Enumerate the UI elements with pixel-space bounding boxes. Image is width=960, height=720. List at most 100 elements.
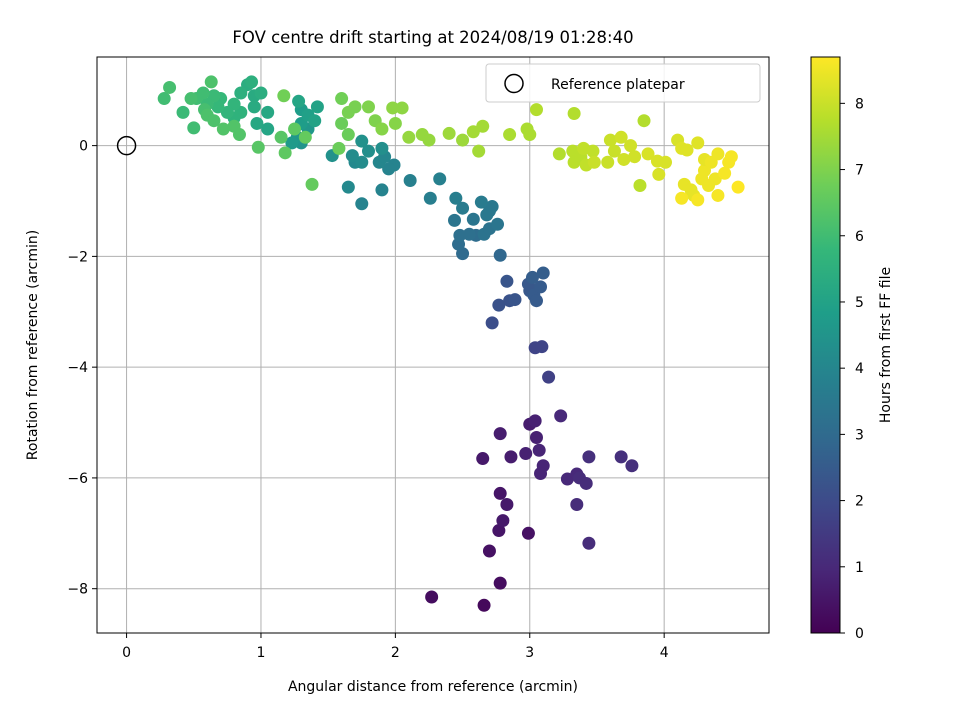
data-point xyxy=(422,133,436,147)
x-tick-label: 1 xyxy=(257,645,266,661)
y-tick-label: −6 xyxy=(67,471,88,487)
data-point xyxy=(274,130,288,144)
data-point xyxy=(348,100,362,114)
colorbar-tick-label: 4 xyxy=(855,361,864,377)
data-point xyxy=(579,476,593,490)
x-tick-label: 2 xyxy=(391,645,400,661)
data-point xyxy=(433,172,447,186)
data-point xyxy=(278,146,292,160)
data-point xyxy=(442,126,456,140)
data-point xyxy=(355,197,369,211)
data-point xyxy=(361,144,375,158)
colorbar-tick-label: 0 xyxy=(855,626,864,642)
data-point xyxy=(542,370,556,384)
data-point xyxy=(298,130,312,144)
data-point xyxy=(614,130,628,144)
data-point xyxy=(536,266,550,280)
data-point xyxy=(603,133,617,147)
data-point xyxy=(718,166,732,180)
data-point xyxy=(335,92,349,106)
data-point xyxy=(335,116,349,130)
data-point xyxy=(466,125,480,139)
data-point xyxy=(532,443,546,457)
data-point xyxy=(587,155,601,169)
data-point xyxy=(607,144,621,158)
data-point xyxy=(176,105,190,119)
data-point xyxy=(472,144,486,158)
data-point xyxy=(503,128,517,142)
y-tick-label: −4 xyxy=(67,360,88,376)
data-point xyxy=(220,105,234,119)
data-point xyxy=(466,212,480,226)
data-point xyxy=(625,459,639,473)
y-tick-label: −2 xyxy=(67,249,88,265)
chart-title: FOV centre drift starting at 2024/08/19 … xyxy=(232,28,633,47)
x-axis-label: Angular distance from reference (arcmin) xyxy=(288,679,578,695)
data-point xyxy=(633,178,647,192)
legend-marker xyxy=(504,73,524,94)
data-point xyxy=(614,450,628,464)
y-axis-ticks: −8 −6 −4 −2 0 xyxy=(67,139,97,598)
colorbar-ticks: 0 1 2 3 4 5 6 7 8 xyxy=(840,96,864,642)
legend: Reference platepar xyxy=(485,63,761,103)
y-axis-label: Rotation from reference (arcmin) xyxy=(25,230,41,460)
data-point xyxy=(680,143,694,157)
data-point xyxy=(395,101,409,115)
x-tick-label: 4 xyxy=(660,645,669,661)
data-point xyxy=(731,180,745,194)
data-point xyxy=(493,486,507,500)
data-point xyxy=(232,128,246,142)
data-point xyxy=(247,100,261,114)
colorbar-gradient xyxy=(810,56,841,634)
data-points xyxy=(157,75,745,612)
data-point xyxy=(285,136,299,150)
data-point xyxy=(245,75,259,89)
data-point xyxy=(492,524,506,538)
data-point xyxy=(525,270,539,284)
data-point xyxy=(500,274,514,288)
data-point xyxy=(261,105,275,119)
data-point xyxy=(474,195,488,209)
data-point xyxy=(708,172,722,186)
data-point xyxy=(341,180,355,194)
data-point xyxy=(456,201,470,215)
reference-platepar-point xyxy=(116,135,137,156)
data-point xyxy=(529,103,543,117)
data-point xyxy=(493,248,507,262)
y-tick-label: −8 xyxy=(67,582,88,598)
data-point xyxy=(492,298,506,312)
data-point xyxy=(345,149,359,163)
data-point xyxy=(375,122,389,136)
colorbar-tick-label: 8 xyxy=(855,96,864,112)
data-point xyxy=(477,598,491,612)
data-point xyxy=(308,114,322,128)
data-point xyxy=(456,133,470,147)
data-point xyxy=(724,150,738,164)
x-tick-label: 0 xyxy=(122,645,131,661)
colorbar-tick-label: 7 xyxy=(855,163,864,179)
data-point xyxy=(624,139,638,153)
data-point xyxy=(292,94,306,108)
data-point xyxy=(519,447,533,461)
data-point xyxy=(288,122,302,136)
data-point xyxy=(652,167,666,181)
data-point xyxy=(493,427,507,441)
legend-box xyxy=(485,63,761,103)
colorbar-label: Hours from first FF file xyxy=(878,267,894,423)
reference-marker xyxy=(116,135,137,156)
data-point xyxy=(476,452,490,466)
data-point xyxy=(691,136,705,150)
data-point xyxy=(423,191,437,205)
data-point xyxy=(375,183,389,197)
data-point xyxy=(529,294,543,308)
data-point xyxy=(204,75,218,89)
data-point xyxy=(485,200,499,214)
data-point xyxy=(402,130,416,144)
data-point xyxy=(582,450,596,464)
data-point xyxy=(628,150,642,164)
data-point xyxy=(453,228,467,242)
data-point xyxy=(482,544,496,558)
data-point xyxy=(382,162,396,176)
data-point xyxy=(617,152,631,166)
